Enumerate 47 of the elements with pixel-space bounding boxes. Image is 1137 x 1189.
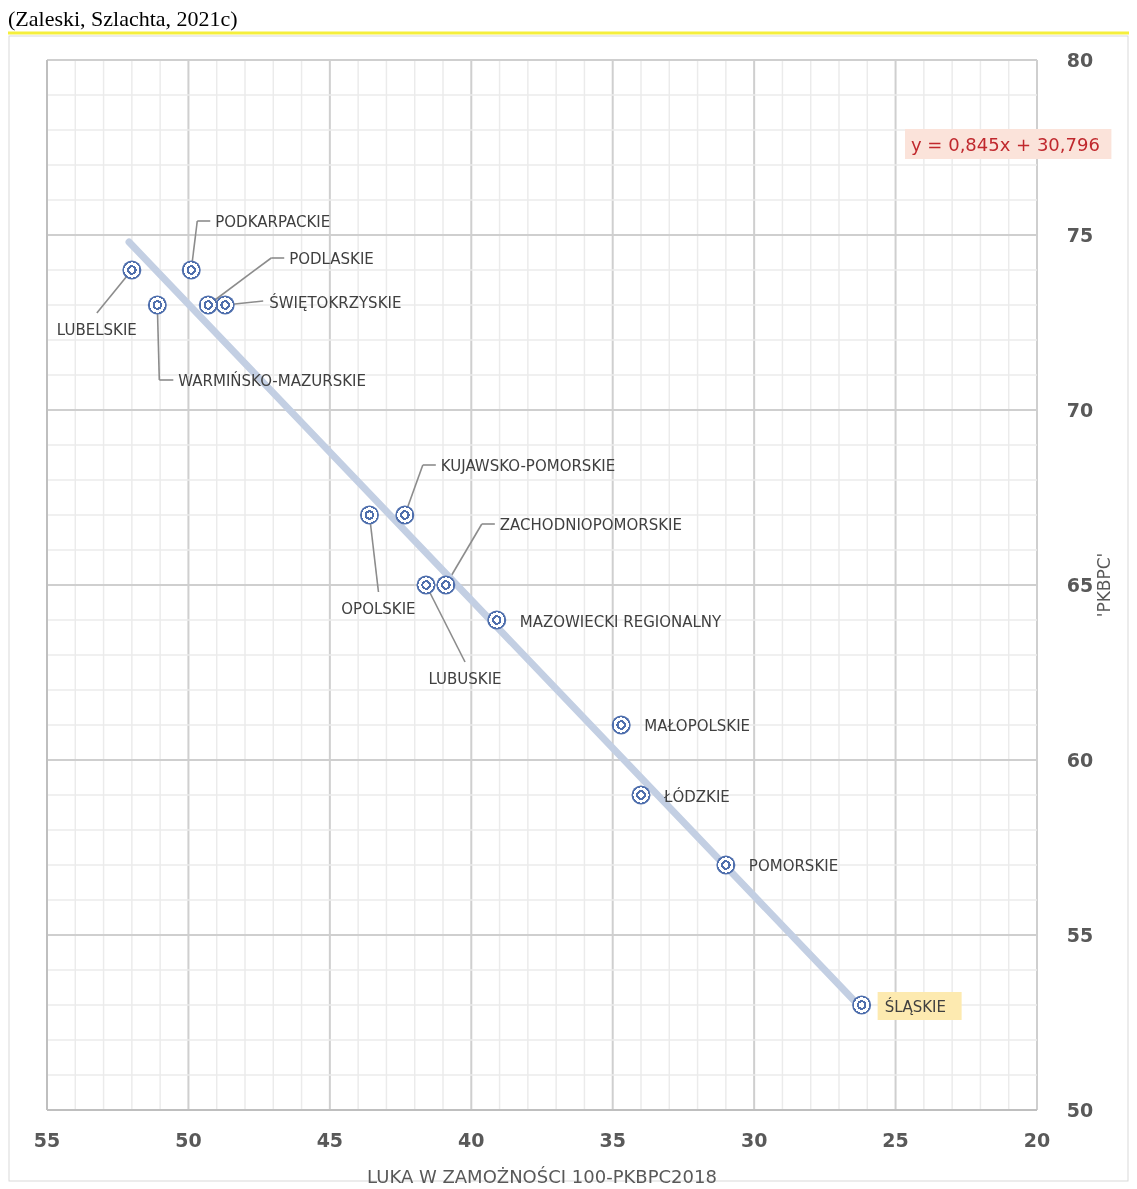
y-tick-label: 80 bbox=[1066, 49, 1094, 71]
x-tick-label: 20 bbox=[1023, 1129, 1051, 1151]
text: (Zaleski, Szlachta, 2021c) bbox=[8, 6, 238, 31]
annotation: POMORSKIE bbox=[748, 857, 839, 875]
annotation: OPOLSKIE bbox=[341, 600, 416, 618]
point bbox=[716, 855, 736, 875]
point bbox=[611, 715, 631, 735]
annotation: ŚLĄSKIE bbox=[884, 997, 947, 1016]
y-tick-label: 75 bbox=[1066, 224, 1094, 246]
point bbox=[359, 505, 379, 525]
x-tick-label: 25 bbox=[882, 1129, 909, 1151]
y-tick-label: 55 bbox=[1066, 924, 1094, 946]
x-tick-label: 50 bbox=[175, 1129, 202, 1151]
point bbox=[631, 785, 651, 805]
annotation: ŁÓDZKIE bbox=[663, 787, 730, 806]
x-tick-label: 55 bbox=[33, 1129, 61, 1151]
point bbox=[147, 295, 167, 315]
y-tick-label: 65 bbox=[1066, 574, 1094, 596]
point bbox=[416, 575, 436, 595]
annotation: LUBELSKIE bbox=[56, 321, 137, 339]
annotation: MAZOWIECKI REGIONALNY bbox=[519, 613, 723, 631]
annotation: LUBUSKIE bbox=[428, 670, 502, 688]
point bbox=[198, 295, 218, 315]
x-tick-label: 45 bbox=[316, 1129, 344, 1151]
annotation: MAŁOPOLSKIE bbox=[644, 717, 751, 735]
point bbox=[122, 260, 142, 280]
x-axis-title: LUKA W ZAMOŻNOŚCI 100-PKBPC2018 bbox=[367, 1166, 717, 1187]
x-tick-label: 35 bbox=[599, 1129, 626, 1151]
annotation: KUJAWSKO-POMORSKIE bbox=[440, 457, 616, 475]
annotation: y = 0,845x + 30,796 bbox=[911, 134, 1100, 155]
y-tick-label: 70 bbox=[1066, 399, 1094, 421]
point bbox=[487, 610, 507, 630]
point bbox=[215, 295, 235, 315]
x-tick-label: 30 bbox=[740, 1129, 768, 1151]
y-axis-title: 'PKBPC' bbox=[1094, 552, 1114, 618]
point bbox=[181, 260, 201, 280]
point bbox=[852, 995, 872, 1015]
y-tick-label: 50 bbox=[1066, 1099, 1094, 1121]
annotation: ŚWIĘTOKRZYSKIE bbox=[269, 293, 402, 312]
y-tick-label: 60 bbox=[1066, 749, 1094, 771]
annotation: WARMIŃSKO-MAZURSKIE bbox=[178, 371, 366, 390]
annotation: ZACHODNIOPOMORSKIE bbox=[499, 516, 682, 534]
annotation: PODLASKIE bbox=[289, 250, 374, 268]
annotation: PODKARPACKIE bbox=[215, 213, 331, 231]
x-tick-label: 40 bbox=[458, 1129, 485, 1151]
point bbox=[436, 575, 456, 595]
point bbox=[395, 505, 415, 525]
